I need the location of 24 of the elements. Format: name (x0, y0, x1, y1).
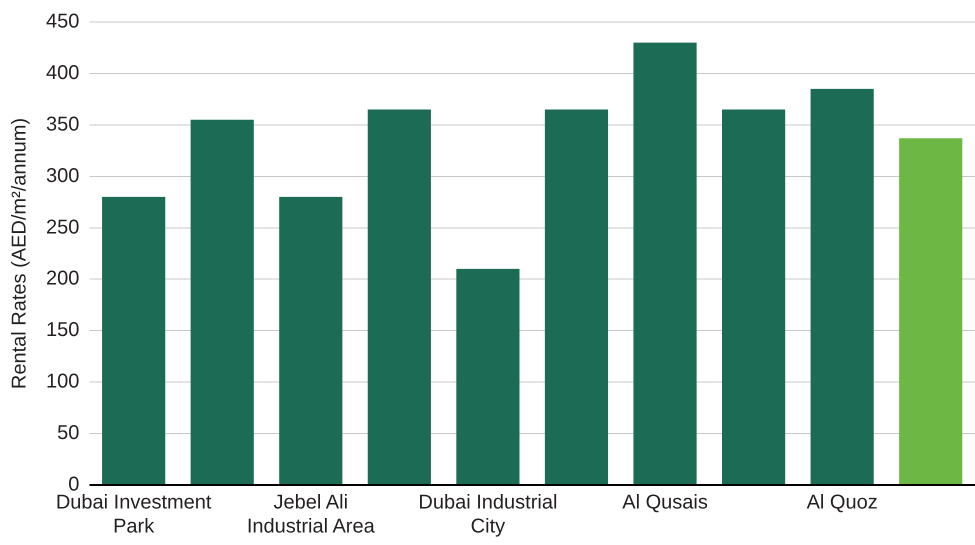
y-tick-label: 50 (57, 422, 80, 444)
bar (456, 268, 520, 484)
x-tick-label: Al Quoz (806, 492, 878, 514)
bar (722, 109, 786, 484)
y-tick-label: 200 (46, 268, 80, 290)
y-tick-label: 300 (46, 164, 80, 187)
bar (102, 196, 166, 484)
y-tick-label: 450 (46, 10, 80, 33)
bar (810, 88, 874, 484)
bar (633, 42, 697, 484)
bar (279, 196, 342, 484)
x-tick-label: Jebel Ali Industrial Area (246, 492, 376, 538)
bar (368, 109, 431, 484)
y-tick-label: 150 (46, 319, 80, 342)
x-tick-label: Al Qusais (622, 492, 708, 514)
bar (190, 120, 254, 484)
y-tick-label: 250 (46, 216, 80, 238)
y-tick-label: 350 (46, 113, 80, 136)
y-tick-label: 100 (46, 370, 80, 393)
x-tick-label: Dubai Industrial City (418, 492, 558, 538)
y-tick-label: 400 (46, 62, 80, 84)
bar (899, 138, 962, 484)
y-axis-title: Rental Rates (AED/m²/annum) (8, 118, 31, 390)
bar (544, 109, 608, 484)
